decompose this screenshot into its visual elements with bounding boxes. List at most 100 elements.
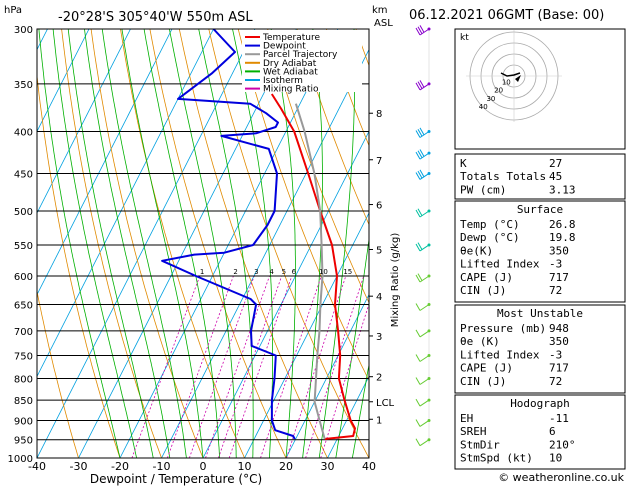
table-label: Temp (°C)	[460, 218, 520, 231]
pressure-tick-label: 900	[14, 417, 33, 428]
mixing-ratio-line	[189, 275, 255, 458]
pressure-tick-label: 500	[14, 207, 33, 218]
pressure-tick-label: 350	[14, 80, 33, 91]
barb-flag	[419, 80, 425, 88]
barb-staff	[419, 304, 430, 311]
table-label: CAPE (J)	[460, 362, 513, 375]
barb-flag	[417, 26, 423, 34]
asl-label: ASL	[374, 18, 393, 29]
hpa-label: hPa	[4, 5, 22, 16]
legend-label: Dry Adiabat	[263, 59, 317, 69]
legend-background	[242, 30, 362, 92]
barb-flag	[417, 242, 423, 250]
barb-staff	[419, 210, 430, 218]
mixing-ratio-label: 10	[319, 268, 328, 276]
temperature-tick-label: 40	[362, 460, 376, 473]
pressure-tick-label: 750	[14, 352, 33, 363]
table-section-title: Hodograph	[510, 397, 570, 410]
barb-flag	[415, 243, 421, 252]
table-label: SREH	[460, 425, 487, 438]
barb-flag	[415, 438, 421, 446]
mixing-ratio-label: 6	[292, 268, 297, 276]
table-label: CIN (J)	[460, 375, 506, 388]
barb-flag	[415, 398, 421, 407]
mixing-ratio-label: 3	[254, 268, 258, 276]
mixing-ratio-line	[228, 275, 293, 458]
table-label: K	[460, 157, 467, 170]
barb-flag	[415, 130, 421, 138]
isotherm	[327, 375, 369, 458]
barb-flag	[417, 170, 423, 179]
wet-adiabat	[52, 29, 137, 458]
wet-adiabat	[84, 29, 171, 458]
pressure-tick-label: 1000	[8, 454, 33, 465]
pressure-tick-label: 450	[14, 170, 33, 181]
mixing-ratio-line	[286, 275, 347, 458]
km-label: km	[372, 5, 388, 16]
legend-label: Wet Adiabat	[263, 67, 318, 77]
pressure-tick-label: 550	[14, 241, 33, 252]
table-value: 10	[549, 452, 562, 465]
table-value: 350	[549, 244, 569, 257]
isobars	[37, 28, 369, 459]
barb-flag	[415, 329, 421, 338]
barb-staff	[419, 439, 430, 447]
temperature-tick-label: -20	[111, 460, 129, 473]
barb-flag	[419, 127, 425, 136]
mixing-ratio-label: 1	[200, 268, 204, 276]
height-tick-label: 1	[376, 415, 382, 426]
barb-staff	[419, 355, 430, 362]
skewt-plot: 3003504004505005506006507007508008509009…	[8, 25, 401, 486]
barb-flag	[415, 377, 421, 385]
temperature-tick-labels: -40 -30 -20 -10 0 10 20 30 40	[28, 460, 376, 473]
table-label: StmSpd (kt)	[460, 452, 533, 465]
isotherm	[78, 29, 297, 458]
barb-flag	[415, 354, 421, 362]
barb-flag	[415, 27, 421, 36]
storm-motion-marker	[515, 75, 521, 82]
mixing-ratio-labels: 1 2 3 4 5 6 10 15	[200, 268, 352, 276]
table-label: Totals Totals	[460, 170, 546, 183]
barb-flag	[419, 25, 425, 33]
credit: © weatheronline.co.uk	[498, 471, 624, 484]
height-tick-label: 2	[376, 373, 382, 384]
profile-lines	[161, 29, 356, 440]
barb-flag	[417, 208, 423, 216]
table-label: StmDir	[460, 438, 500, 451]
legend-label: Parcel Trajectory	[263, 50, 338, 60]
wet-adiabat	[198, 29, 254, 458]
chart-title: -20°28'S 305°40'W 550m ASL	[58, 10, 253, 25]
table-box	[454, 394, 626, 470]
barb-flag	[417, 81, 423, 89]
table-section-title: Surface	[517, 203, 563, 216]
table-value: 717	[549, 362, 569, 375]
table-label: Lifted Index	[460, 258, 540, 271]
barb-staff	[419, 330, 430, 338]
table-value: 350	[549, 335, 569, 348]
isotherm	[37, 29, 256, 458]
height-tick-label: 8	[376, 109, 382, 120]
hodograph-ring-label: 30	[486, 95, 495, 103]
height-tick-label: 6	[376, 201, 382, 212]
barb-flag	[417, 150, 423, 159]
pressure-tick-label: 850	[14, 396, 33, 407]
wind-barbs	[415, 25, 431, 447]
pressure-tick-label: 650	[14, 301, 33, 312]
barb-flag	[415, 274, 421, 283]
mixing-ratio-line	[131, 275, 201, 458]
temperature-tick-label: -10	[153, 460, 171, 473]
legend-label: Dewpoint	[263, 42, 306, 52]
y-axis-label: Mixing Ratio (g/kg)	[390, 233, 401, 328]
dry-adiabat	[267, 29, 369, 304]
table-value: 27	[549, 157, 562, 170]
table-value: 26.8	[549, 218, 576, 231]
mixing-ratio-label: 5	[282, 268, 286, 276]
temperature-tick-label: 20	[279, 460, 293, 473]
height-tick-label: 7	[376, 156, 382, 167]
temperature-tick-label: -40	[28, 460, 46, 473]
table-label: CAPE (J)	[460, 271, 513, 284]
temperature-tick-label: -30	[70, 460, 88, 473]
table-value: 72	[549, 284, 562, 297]
barb-staff	[419, 28, 430, 36]
